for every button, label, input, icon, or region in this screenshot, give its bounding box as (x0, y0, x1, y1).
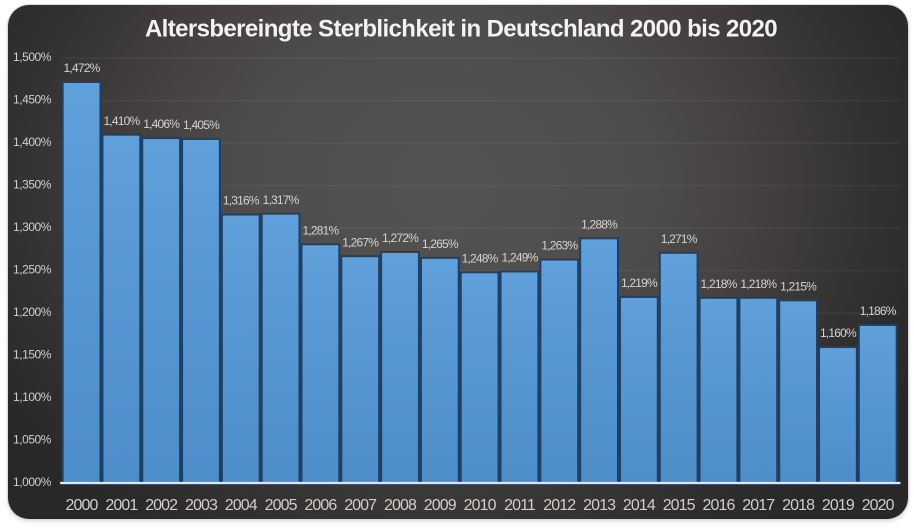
svg-text:1,281%: 1,281% (302, 223, 339, 237)
svg-text:2005: 2005 (264, 496, 297, 513)
svg-text:1,215%: 1,215% (780, 279, 817, 293)
svg-text:2003: 2003 (185, 496, 218, 513)
svg-text:1,300%: 1,300% (13, 219, 52, 233)
svg-text:2012: 2012 (543, 496, 576, 513)
svg-text:2009: 2009 (423, 496, 456, 513)
svg-text:1,450%: 1,450% (13, 92, 52, 106)
svg-text:2020: 2020 (861, 496, 894, 513)
svg-text:1,200%: 1,200% (13, 304, 52, 318)
svg-text:1,410%: 1,410% (103, 113, 140, 127)
svg-text:1,000%: 1,000% (13, 474, 52, 488)
svg-text:2010: 2010 (463, 496, 496, 513)
svg-text:1,219%: 1,219% (620, 276, 657, 290)
svg-text:1,218%: 1,218% (740, 276, 777, 290)
svg-text:2002: 2002 (145, 496, 178, 513)
svg-text:1,218%: 1,218% (700, 276, 737, 290)
svg-text:2008: 2008 (384, 496, 417, 513)
svg-text:1,271%: 1,271% (660, 231, 697, 245)
svg-text:2015: 2015 (662, 496, 695, 513)
svg-text:1,160%: 1,160% (819, 326, 856, 340)
svg-text:2017: 2017 (742, 496, 775, 513)
svg-text:2013: 2013 (583, 496, 616, 513)
svg-text:1,400%: 1,400% (13, 135, 52, 149)
svg-text:1,249%: 1,249% (501, 250, 538, 264)
svg-text:2018: 2018 (782, 496, 815, 513)
svg-text:1,265%: 1,265% (421, 237, 458, 251)
svg-text:1,288%: 1,288% (581, 217, 618, 231)
svg-text:1,150%: 1,150% (13, 347, 52, 361)
svg-text:2006: 2006 (304, 496, 337, 513)
svg-text:1,050%: 1,050% (13, 432, 52, 446)
svg-text:1,406%: 1,406% (143, 117, 180, 131)
svg-text:2019: 2019 (821, 496, 854, 513)
svg-text:1,317%: 1,317% (262, 192, 299, 206)
svg-text:1,250%: 1,250% (13, 262, 52, 276)
svg-text:2014: 2014 (622, 496, 655, 513)
svg-text:1,472%: 1,472% (63, 61, 100, 75)
svg-text:1,316%: 1,316% (222, 193, 259, 207)
svg-text:1,272%: 1,272% (382, 231, 419, 245)
svg-text:1,263%: 1,263% (541, 238, 578, 252)
svg-text:2004: 2004 (224, 496, 257, 513)
svg-text:1,248%: 1,248% (461, 251, 498, 265)
svg-text:2007: 2007 (344, 496, 377, 513)
svg-text:1,405%: 1,405% (183, 118, 220, 132)
svg-text:2016: 2016 (702, 496, 735, 513)
svg-text:1,186%: 1,186% (859, 304, 896, 318)
svg-text:Altersbereingte Sterblichkeit: Altersbereingte Sterblichkeit in Deutsch… (144, 15, 776, 42)
svg-text:1,350%: 1,350% (13, 177, 52, 191)
svg-text:2000: 2000 (65, 496, 98, 513)
svg-text:1,500%: 1,500% (13, 50, 52, 64)
svg-text:1,267%: 1,267% (342, 235, 379, 249)
svg-text:2011: 2011 (504, 496, 536, 513)
svg-text:2001: 2001 (105, 496, 138, 513)
svg-text:1,100%: 1,100% (13, 389, 52, 403)
